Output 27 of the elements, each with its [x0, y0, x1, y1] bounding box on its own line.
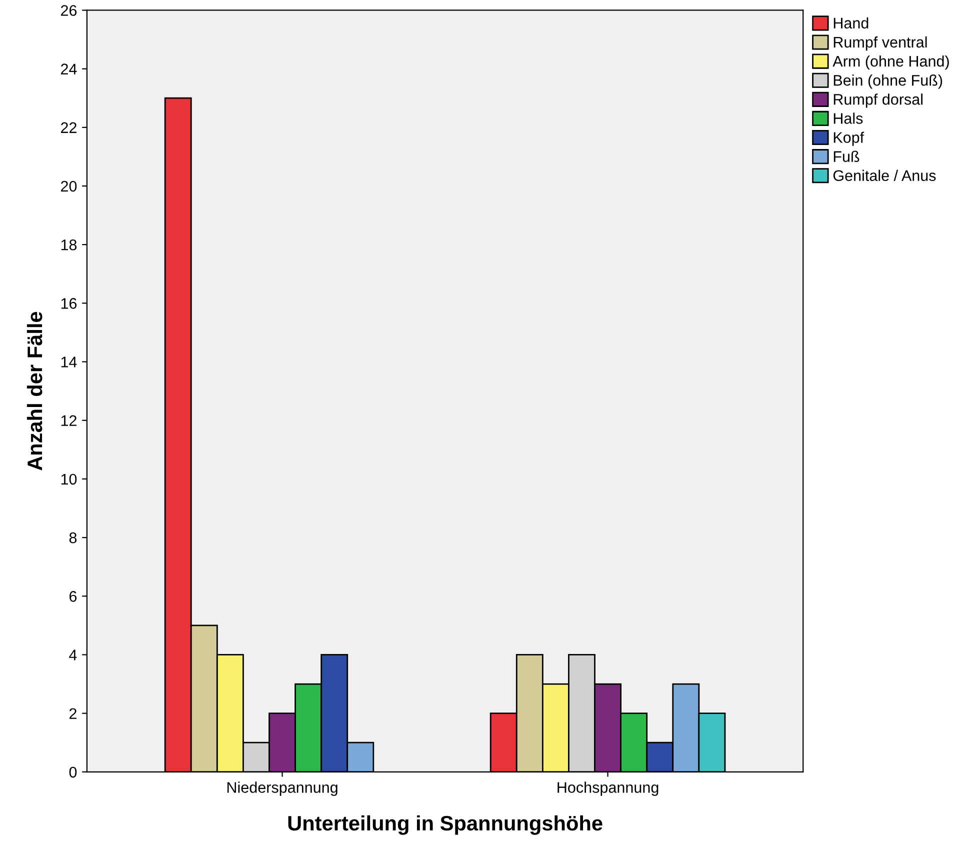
y-tick-label: 10 [61, 474, 77, 485]
y-tick-label: 16 [61, 298, 77, 309]
legend-label: Genitale / Anus [833, 170, 936, 182]
y-tick-label: 22 [61, 122, 76, 133]
y-tick-label: 8 [69, 532, 77, 544]
x-axis-title: Unterteilung in Spannungshöhe [288, 815, 602, 835]
legend-label: Fuß [834, 150, 860, 162]
y-axis-title: Anzahl der Fälle [26, 312, 42, 470]
y-tick-label: 14 [61, 356, 77, 368]
legend-label: Kopf [834, 132, 864, 146]
y-tick-label: 26 [61, 5, 77, 16]
legend-label: Rumpf ventral [834, 36, 927, 51]
y-tick-label: 24 [61, 64, 77, 74]
y-tick-label: 12 [61, 415, 76, 426]
legend-label: Hand [834, 17, 868, 29]
y-tick-label: 2 [70, 708, 76, 719]
y-tick-label: 20 [61, 180, 77, 192]
legend-label: Arm (ohne Hand) [832, 55, 949, 70]
y-tick-label: 18 [61, 239, 77, 250]
x-tick-label: Hochspannung [558, 782, 658, 796]
y-tick-label: 4 [69, 650, 77, 660]
x-tick-label: Niederspannung [227, 782, 338, 796]
legend-label: Bein (ohne Fuß) [834, 74, 942, 89]
y-tick-label: 6 [70, 591, 77, 602]
legend-label: Rumpf dorsal [834, 94, 922, 108]
legend-label: Hals [834, 112, 863, 124]
y-tick-label: 0 [69, 766, 77, 778]
